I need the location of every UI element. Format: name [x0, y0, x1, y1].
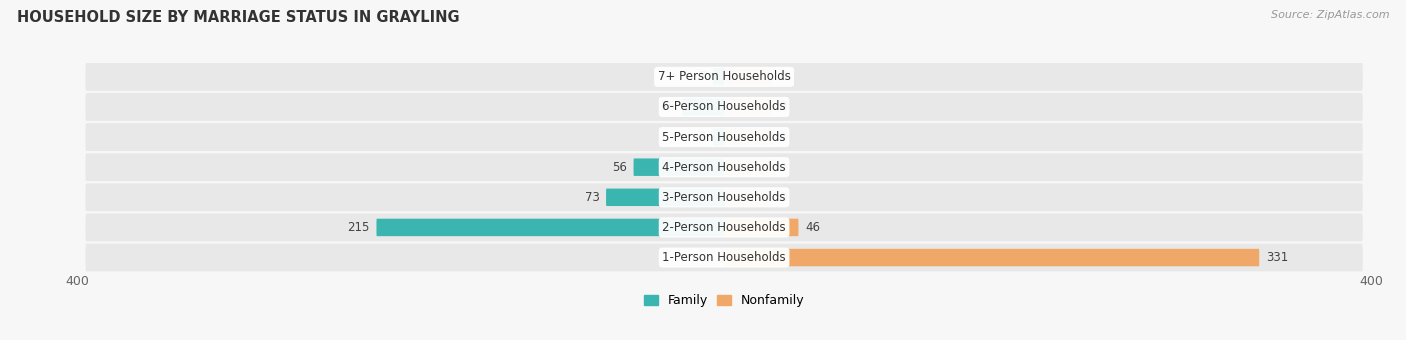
Text: 3-Person Households: 3-Person Households	[662, 191, 786, 204]
FancyBboxPatch shape	[724, 129, 773, 146]
Legend: Family, Nonfamily: Family, Nonfamily	[640, 289, 808, 312]
Text: 5-Person Households: 5-Person Households	[662, 131, 786, 143]
FancyBboxPatch shape	[713, 68, 724, 86]
FancyBboxPatch shape	[86, 244, 1362, 271]
FancyBboxPatch shape	[86, 184, 1362, 211]
FancyBboxPatch shape	[86, 123, 1362, 151]
Text: 215: 215	[347, 221, 370, 234]
Text: 2-Person Households: 2-Person Households	[662, 221, 786, 234]
Text: 0: 0	[779, 101, 786, 114]
Text: 0: 0	[779, 161, 786, 174]
FancyBboxPatch shape	[724, 249, 1260, 266]
FancyBboxPatch shape	[86, 63, 1362, 91]
FancyBboxPatch shape	[377, 219, 724, 236]
FancyBboxPatch shape	[606, 189, 724, 206]
FancyBboxPatch shape	[724, 98, 773, 116]
FancyBboxPatch shape	[86, 93, 1362, 121]
Text: 7+ Person Households: 7+ Person Households	[658, 70, 790, 83]
Text: 0: 0	[779, 191, 786, 204]
FancyBboxPatch shape	[634, 158, 724, 176]
FancyBboxPatch shape	[724, 189, 773, 206]
Text: 1-Person Households: 1-Person Households	[662, 251, 786, 264]
FancyBboxPatch shape	[724, 219, 799, 236]
Text: 0: 0	[779, 131, 786, 143]
FancyBboxPatch shape	[86, 214, 1362, 241]
Text: 56: 56	[612, 161, 627, 174]
Text: 7: 7	[699, 131, 706, 143]
FancyBboxPatch shape	[86, 153, 1362, 181]
Text: 0: 0	[779, 70, 786, 83]
Text: 331: 331	[1265, 251, 1288, 264]
FancyBboxPatch shape	[713, 129, 724, 146]
Text: HOUSEHOLD SIZE BY MARRIAGE STATUS IN GRAYLING: HOUSEHOLD SIZE BY MARRIAGE STATUS IN GRA…	[17, 10, 460, 25]
Text: 4-Person Households: 4-Person Households	[662, 161, 786, 174]
Text: 73: 73	[585, 191, 599, 204]
FancyBboxPatch shape	[682, 98, 724, 116]
Text: 7: 7	[699, 70, 706, 83]
Text: 46: 46	[806, 221, 820, 234]
Text: Source: ZipAtlas.com: Source: ZipAtlas.com	[1271, 10, 1389, 20]
FancyBboxPatch shape	[724, 158, 773, 176]
Text: 26: 26	[661, 101, 676, 114]
Text: 6-Person Households: 6-Person Households	[662, 101, 786, 114]
FancyBboxPatch shape	[724, 68, 773, 86]
